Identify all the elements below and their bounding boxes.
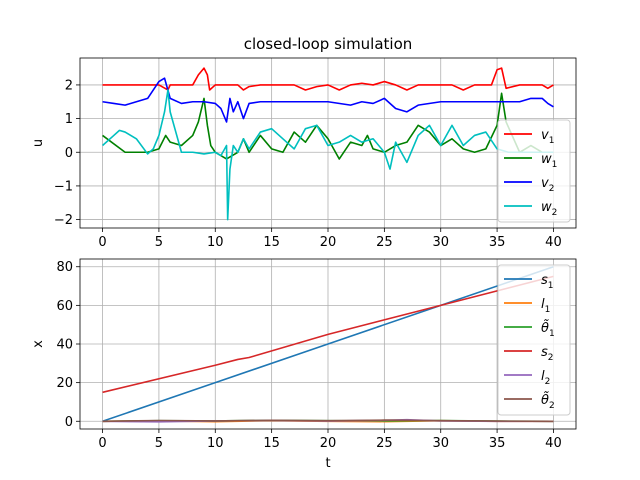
subplot-1: 0 5 10 15 20 25 30 35 40 −2 −1 0 1 2 u v1 w1 v2 w2 <box>31 57 577 250</box>
x-tick-label-5: 25 <box>376 235 393 250</box>
y-tick-label-4: 80 <box>56 260 73 275</box>
legend-box <box>497 119 571 223</box>
series-line-1 <box>102 67 554 91</box>
series-line-3 <box>102 77 554 123</box>
series-line-2 <box>102 92 554 160</box>
y-tick-label-2: 0 <box>65 146 73 161</box>
x-tick-label-0: 0 <box>98 436 106 451</box>
x-tick-label-4: 20 <box>320 235 337 250</box>
x-tick-label-8: 40 <box>545 235 562 250</box>
chart-title: closed-loop simulation <box>244 35 413 53</box>
x-tick-label-6: 30 <box>432 235 449 250</box>
x-tick-label-1: 5 <box>155 235 163 250</box>
series-group <box>102 67 554 221</box>
x-tick-label-2: 10 <box>207 235 224 250</box>
y-tick-label-3: 60 <box>56 299 73 314</box>
series-group <box>102 265 554 423</box>
x-tick-label-7: 35 <box>489 235 506 250</box>
legend-label-3: θ̃1 <box>541 320 555 339</box>
legend: s1 l1 θ̃1 s2 l2 θ̃2 <box>497 264 571 416</box>
subplot-2: 0 5 10 15 20 25 30 35 40 0 20 40 60 80 x t s1 l1 θ̃1 s2 l2 θ̃… <box>31 258 577 471</box>
series-line-1 <box>102 265 554 423</box>
x-tick-label-6: 30 <box>432 436 449 451</box>
x-tick-label-0: 0 <box>98 235 106 250</box>
legend-box <box>497 264 571 416</box>
y-tick-label-3: 1 <box>65 112 73 127</box>
x-tick-label-7: 35 <box>489 436 506 451</box>
legend-label-4: s2 <box>541 345 554 363</box>
x-tick-label-1: 5 <box>155 436 163 451</box>
legend: v1 w1 v2 w2 <box>497 119 571 223</box>
x-tick-label-3: 15 <box>263 235 280 250</box>
plots-container: 0 5 10 15 20 25 30 35 40 −2 −1 0 1 2 u v1 w1 v2 w2 0 5 10 15 20… <box>31 57 577 471</box>
legend-label-6: θ̃2 <box>541 392 555 411</box>
series-line-6 <box>102 419 554 423</box>
x-tick-label-2: 10 <box>207 436 224 451</box>
y-tick-label-4: 2 <box>65 78 73 93</box>
series-line-4 <box>102 275 554 394</box>
x-tick-label-3: 15 <box>263 436 280 451</box>
y-axis-label: x <box>31 340 46 348</box>
y-tick-label-2: 40 <box>56 338 73 353</box>
legend-label-2: l1 <box>541 297 550 315</box>
x-tick-label-5: 25 <box>376 436 393 451</box>
y-tick-label-0: 0 <box>65 415 73 430</box>
x-tick-label-8: 40 <box>545 436 562 451</box>
series-line-4 <box>102 89 554 221</box>
y-tick-label-0: −2 <box>54 213 73 228</box>
x-axis-label: t <box>325 456 330 471</box>
x-tick-label-4: 20 <box>320 436 337 451</box>
legend-label-1: s1 <box>541 273 554 291</box>
legend-label-1: v1 <box>541 128 554 146</box>
y-axis-label: u <box>31 139 46 147</box>
legend-label-4: w2 <box>541 200 557 218</box>
y-tick-label-1: 20 <box>56 376 73 391</box>
y-tick-label-1: −1 <box>54 179 73 194</box>
legend-label-2: w1 <box>541 152 557 170</box>
legend-label-5: l2 <box>541 369 550 387</box>
legend-label-3: v2 <box>541 176 554 194</box>
